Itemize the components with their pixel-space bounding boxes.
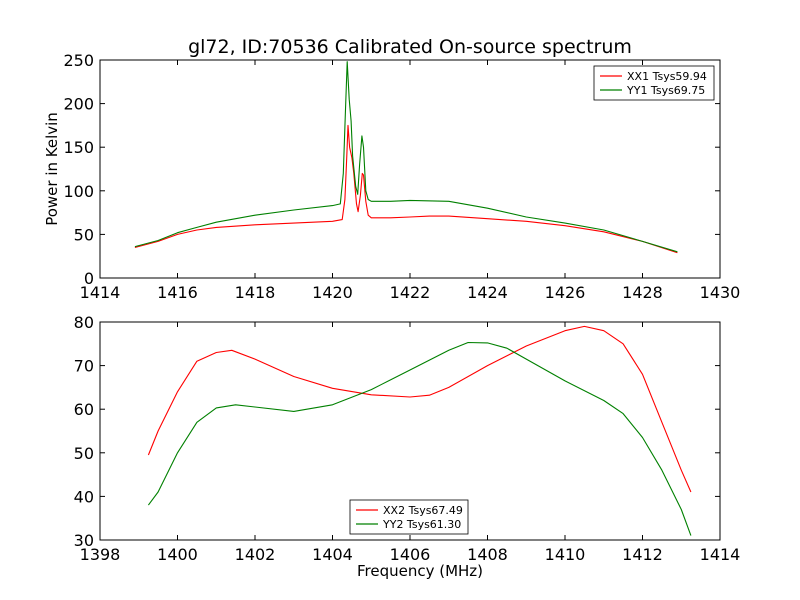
- legend-entry-label: YY1 Tsys69.75: [626, 84, 705, 97]
- x-tick-label: 1414: [80, 283, 121, 302]
- y-tick-label: 70: [74, 357, 94, 376]
- series-line-1-1: [134, 124, 678, 254]
- x-tick-label: 1410: [545, 545, 586, 564]
- x-tick-label: 1428: [622, 283, 663, 302]
- legend-entry-label: XX1 Tsys59.94: [627, 70, 707, 83]
- x-tick-label: 1402: [235, 545, 276, 564]
- y-tick-label: 30: [74, 531, 94, 550]
- y-tick-label: 100: [63, 182, 94, 201]
- series-line-2-2: [147, 341, 692, 536]
- y-tick-label: 60: [74, 400, 94, 419]
- x-tick-label: 1426: [545, 283, 586, 302]
- y-tick-label: 50: [74, 225, 94, 244]
- x-tick-label: 1420: [312, 283, 353, 302]
- y-tick-label: 0: [84, 269, 94, 288]
- chart-panel-2: 1398 1400 1402 1404 1406 1408 1410 1412 1414 30 40…: [74, 313, 741, 580]
- series-line-2-1: [147, 325, 692, 493]
- y-tick-label: 40: [74, 487, 94, 506]
- y-tick-label: 200: [63, 95, 94, 114]
- chart-panel-1: 1414 1416 1418 1420 1422 1424 1426 1428 1430 0 50 1…: [43, 51, 740, 302]
- x-tick-label: 1418: [235, 283, 276, 302]
- legend-box: [593, 65, 715, 101]
- y-axis-label: Power in Kelvin: [43, 112, 61, 226]
- legend-entry-label: XX2 Tsys67.49: [383, 504, 463, 517]
- y-tick-label: 80: [74, 313, 94, 332]
- x-tick-label: 1412: [622, 545, 663, 564]
- legend-box: [349, 499, 469, 535]
- y-tick-label: 250: [63, 51, 94, 70]
- x-axis-label: Frequency (MHz): [357, 562, 483, 580]
- x-tick-label: 1404: [312, 545, 353, 564]
- x-tick-label: 1414: [700, 545, 741, 564]
- x-tick-label: 1424: [467, 283, 508, 302]
- x-tick-label: 1406: [390, 545, 431, 564]
- x-tick-label: 1416: [157, 283, 198, 302]
- series-line-1-2: [134, 61, 678, 253]
- chart-title: gl72, ID:70536 Calibrated On-source spec…: [188, 36, 632, 58]
- x-tick-label: 1398: [80, 545, 121, 564]
- y-tick-label: 50: [74, 444, 94, 463]
- x-tick-label: 1422: [390, 283, 431, 302]
- legend-entry-label: YY2 Tsys61.30: [382, 518, 461, 531]
- x-tick-label: 1408: [467, 545, 508, 564]
- y-tick-label: 150: [63, 138, 94, 157]
- x-tick-label: 1400: [157, 545, 198, 564]
- x-tick-label: 1430: [700, 283, 741, 302]
